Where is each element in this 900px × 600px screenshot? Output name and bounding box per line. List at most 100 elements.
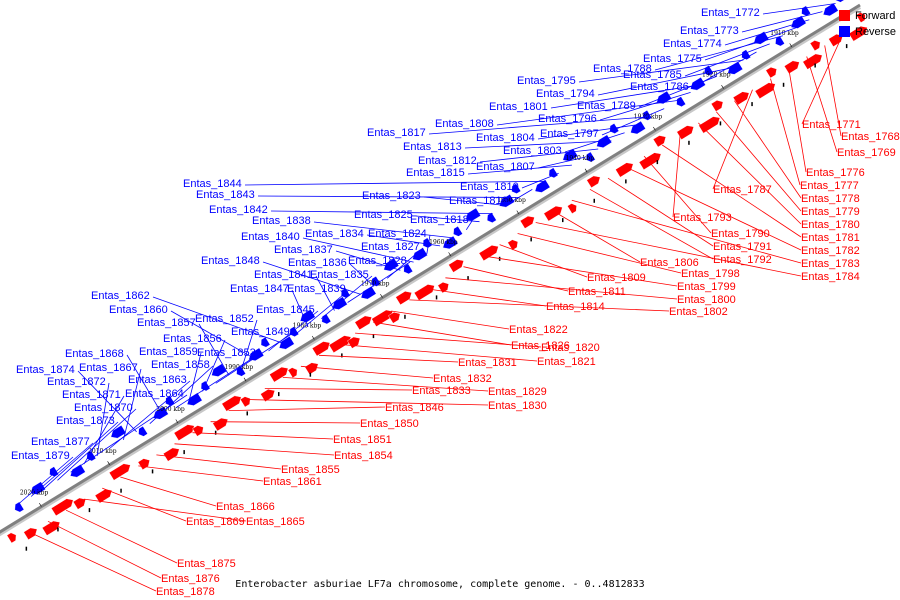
reverse-gene-label: Entas_1847 [230,283,289,295]
forward-gene-arrow [784,60,800,74]
tick-label: 2020 kbp [20,490,49,497]
reverse-gene-label: Entas_1807 [476,161,535,173]
reverse-gene-arrow [412,247,428,261]
reverse-gene-arrow [86,450,97,462]
reverse-leader-line [262,261,361,295]
reverse-leader-line [347,261,411,303]
reverse-gene-label: Entas_1828 [348,255,407,267]
minor-feature-mark [151,469,154,474]
reverse-gene-label: Entas_1823 [362,190,421,202]
tick-mark [584,168,588,173]
reverse-gene-arrow [403,263,414,275]
reverse-gene-label: Entas_1859 [139,346,198,358]
reverse-gene-label: Entas_1813 [403,141,462,153]
forward-leader-line [734,100,802,199]
reverse-gene-label: Entas_1788 [593,63,652,75]
reverse-leader-line [601,108,665,136]
forward-leader-line [643,155,712,234]
minor-feature-mark [404,314,406,319]
reverse-leader-line [335,250,401,271]
reverse-gene-label: Entas_1772 [701,7,760,19]
reverse-gene-arrow [642,109,653,121]
reverse-gene-label: Entas_1870 [74,402,133,414]
backbone-shadow [0,5,862,537]
reverse-leader-line [198,323,230,376]
forward-gene-label: Entas_1777 [800,180,859,192]
reverse-leader-line [496,100,678,126]
reverse-gene-arrow [676,96,686,107]
tick-label: 2000 kbp [156,406,185,413]
reverse-gene-label: Entas_1795 [517,75,576,87]
reverse-leader-line [537,156,586,169]
genome-caption: Enterobacter asburiae LF7a chromosome, c… [235,579,644,590]
forward-gene-arrow [221,395,242,412]
forward-gene-label: Entas_1820 [541,342,600,354]
forward-leader-line [712,89,753,190]
forward-gene-arrow [108,463,131,481]
reverse-leader-line [599,92,691,121]
minor-feature-mark [467,276,469,281]
reverse-leader-line [70,394,188,473]
forward-leader-line [246,399,489,406]
forward-leader-line [553,211,641,263]
forward-gene-label: Entas_1798 [681,268,740,280]
forward-leader-line [788,67,807,173]
forward-gene-arrow [413,284,435,301]
forward-leader-line [607,177,714,247]
minor-feature-mark [372,334,375,339]
reverse-gene-arrow [585,151,596,163]
forward-gene-arrow [754,82,776,99]
forward-leader-line [336,343,538,362]
forward-gene-label: Entas_1768 [841,131,900,143]
reverse-leader-line [57,408,137,481]
forward-gene-arrow [710,100,724,112]
minor-feature-mark [309,372,312,377]
forward-gene-arrow [855,12,866,23]
reverse-leader-line [550,83,704,109]
forward-leader-line [318,354,459,363]
reverse-leader-line [170,310,256,360]
reverse-leader-line [741,11,823,33]
reverse-leader-line [415,215,480,223]
reverse-leader-line [96,382,110,457]
forward-leader-line [571,199,802,264]
forward-leader-line [174,443,335,456]
forward-gene-label: Entas_1866 [216,501,275,513]
reverse-leader-line [521,172,559,189]
forward-gene-label: Entas_1830 [488,400,547,412]
gene-tracks [6,0,868,551]
forward-leader-line [29,532,157,592]
reverse-gene-label: Entas_1775 [643,53,702,65]
reverse-gene-arrow [138,425,148,437]
reverse-leader-line [126,354,164,416]
forward-gene-arrow [586,175,601,188]
forward-gene-arrow [240,396,251,408]
reverse-gene-label: Entas_1794 [536,88,595,100]
reverse-gene-label: Entas_1827 [361,241,420,253]
forward-gene-arrow [371,309,393,327]
reverse-gene-arrow [371,276,381,287]
forward-gene-arrow [311,341,331,357]
forward-gene-arrow [809,40,821,52]
forward-gene-label: Entas_1771 [802,119,861,131]
tick-mark [311,335,315,340]
forward-leader-line [300,365,434,379]
forward-gene-label: Entas_1776 [806,167,865,179]
reverse-gene-label: Entas_1824 [368,228,427,240]
forward-gene-label: Entas_1850 [360,418,419,430]
forward-leader-line [282,377,489,392]
reverse-leader-line [464,140,612,149]
minor-feature-mark [25,546,28,551]
reverse-gene-arrow [548,167,559,179]
forward-gene-label: Entas_1784 [801,271,860,283]
reverse-gene-label: Entas_1773 [680,25,739,37]
reverse-gene-arrow [835,0,845,3]
forward-gene-label: Entas_1809 [587,272,646,284]
reverse-gene-label: Entas_1837 [274,244,333,256]
forward-gene-label: Entas_1869 [186,516,245,528]
forward-leader-line [672,133,681,218]
reverse-gene-label: Entas_1817 [367,127,426,139]
reverse-leader-line [321,275,373,320]
reverse-gene-label: Entas_1797 [540,128,599,140]
